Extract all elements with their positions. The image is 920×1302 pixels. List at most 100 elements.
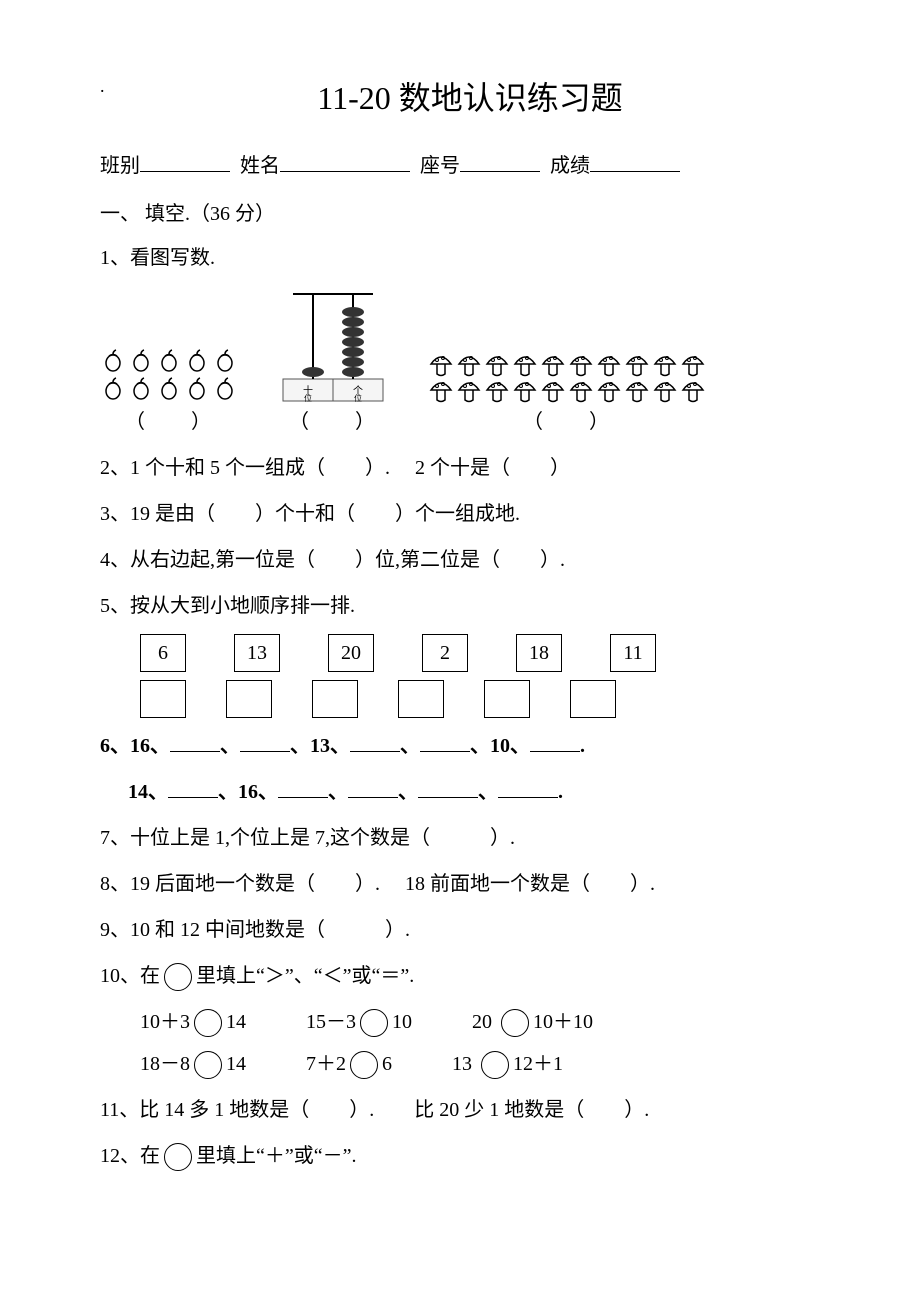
name-blank[interactable]	[280, 149, 410, 172]
q1-blank-1[interactable]: （ ）	[100, 404, 238, 440]
compare-circle[interactable]	[481, 1051, 509, 1079]
q6-line1: 6、16、、、13、、、10、.	[100, 728, 840, 764]
score-blank[interactable]	[590, 149, 680, 172]
q5-answer-box[interactable]	[484, 680, 530, 718]
q6-text: 、	[478, 781, 498, 803]
fig-apples: （ ）	[100, 348, 238, 440]
mushroom-icon	[568, 378, 594, 404]
q10-cell: 15－310	[306, 1004, 412, 1040]
q6-blank[interactable]	[350, 731, 400, 752]
compare-circle[interactable]	[501, 1009, 529, 1037]
q11: 11、比 14 多 1 地数是（ ）. 比 20 少 1 地数是（ ）.	[100, 1092, 840, 1128]
q12-head: 12、在	[100, 1145, 160, 1167]
q6-text: 16、	[238, 781, 278, 803]
q10-cell: 18－8 14	[140, 1046, 246, 1082]
q3: 3、19 是由（ ）个十和（ ）个一组成地.	[100, 496, 840, 532]
q5-box: 2	[422, 634, 468, 672]
apple-icon	[212, 348, 238, 376]
q6-blank[interactable]	[278, 777, 328, 798]
mushroom-icon	[624, 352, 650, 378]
q1-label: 1、看图写数.	[100, 240, 840, 276]
q6-blank[interactable]	[168, 777, 218, 798]
q5-answer-box[interactable]	[226, 680, 272, 718]
q10-left: 18－8	[140, 1053, 190, 1075]
mush-row-1	[428, 352, 706, 378]
q8: 8、19 后面地一个数是（ ）. 18 前面地一个数是（ ）.	[100, 866, 840, 902]
q10-left: 10＋3	[140, 1011, 190, 1033]
page-dot: .	[100, 70, 105, 102]
q1-blank-3[interactable]: （ ）	[428, 404, 706, 440]
q10-cell: 13 12＋1	[452, 1046, 563, 1082]
q12-tail: 里填上“＋”或“－”.	[196, 1145, 357, 1167]
mushroom-icon	[652, 378, 678, 404]
student-info-line: 班别 姓名 座号 成绩	[100, 148, 840, 184]
mushroom-icon	[512, 378, 538, 404]
q5: 5、按从大到小地顺序排一排.	[100, 588, 840, 624]
q10-cell: 10＋3 14	[140, 1004, 246, 1040]
mushroom-icon	[484, 378, 510, 404]
q5-answer-box[interactable]	[398, 680, 444, 718]
q1-blank-2[interactable]: （ ）	[278, 404, 388, 440]
mushroom-icon	[484, 352, 510, 378]
q6-blank[interactable]	[420, 731, 470, 752]
compare-circle[interactable]	[194, 1051, 222, 1079]
q6-blank[interactable]	[530, 731, 580, 752]
seat-blank[interactable]	[460, 149, 540, 172]
mushroom-icon	[680, 378, 706, 404]
mushroom-icon	[680, 352, 706, 378]
section1-heading: 一、 填空.（36 分）	[100, 196, 840, 232]
q10-cell: 20 10＋10	[472, 1004, 593, 1040]
q6-text: 、	[218, 781, 238, 803]
q12: 12、在 里填上“＋”或“－”.	[100, 1138, 840, 1174]
mushroom-icon	[512, 352, 538, 378]
compare-circle[interactable]	[194, 1009, 222, 1037]
q6-blank[interactable]	[418, 777, 478, 798]
compare-circle[interactable]	[350, 1051, 378, 1079]
svg-text:位: 位	[304, 393, 312, 403]
apple-icon	[100, 348, 126, 376]
apple-icon	[184, 376, 210, 404]
q10-left: 20	[472, 1011, 492, 1033]
apple-icon	[128, 348, 154, 376]
mushroom-icon	[428, 352, 454, 378]
q2: 2、1 个十和 5 个一组成（ ）. 2 个十是（ ）	[100, 450, 840, 486]
apple-icon	[156, 348, 182, 376]
apple-icon	[128, 376, 154, 404]
q5-given-boxes: 6 13 20 2 18 11	[140, 634, 840, 672]
class-blank[interactable]	[140, 149, 230, 172]
q6-blank[interactable]	[240, 731, 290, 752]
apple-row-2	[100, 376, 238, 404]
q5-answer-box[interactable]	[140, 680, 186, 718]
apple-icon	[212, 376, 238, 404]
q5-box: 6	[140, 634, 186, 672]
page-title: 11-20 数地认识练习题	[100, 70, 840, 128]
compare-circle[interactable]	[360, 1009, 388, 1037]
q5-answer-box[interactable]	[570, 680, 616, 718]
q10-left: 13	[452, 1053, 472, 1075]
name-label: 姓名	[240, 155, 280, 177]
q10: 10、在里填上“＞”、“＜”或“＝”.	[100, 958, 840, 994]
q6-text: 13、	[310, 735, 350, 757]
mushroom-icon	[456, 352, 482, 378]
q9: 9、10 和 12 中间地数是（ ）.	[100, 912, 840, 948]
q6-blank[interactable]	[348, 777, 398, 798]
q6-text: 、	[398, 781, 418, 803]
mushroom-icon	[428, 378, 454, 404]
q10-cell: 7＋26	[306, 1046, 392, 1082]
q10-right: 14	[226, 1011, 246, 1033]
mushroom-icon	[540, 378, 566, 404]
svg-text:位: 位	[354, 393, 362, 403]
mushroom-icon	[596, 352, 622, 378]
apple-icon	[100, 376, 126, 404]
abacus-icon: 十 位 个 位	[278, 284, 388, 404]
q6-blank[interactable]	[170, 731, 220, 752]
q6-blank[interactable]	[498, 777, 558, 798]
fig-abacus: 十 位 个 位 （ ）	[278, 284, 388, 440]
q5-answer-box[interactable]	[312, 680, 358, 718]
q6-text: .	[558, 781, 563, 803]
q5-box: 20	[328, 634, 374, 672]
q10-right: 14	[226, 1053, 246, 1075]
circle-icon	[164, 1143, 192, 1171]
q5-answer-boxes	[140, 680, 840, 718]
q7: 7、十位上是 1,个位上是 7,这个数是（ ）.	[100, 820, 840, 856]
